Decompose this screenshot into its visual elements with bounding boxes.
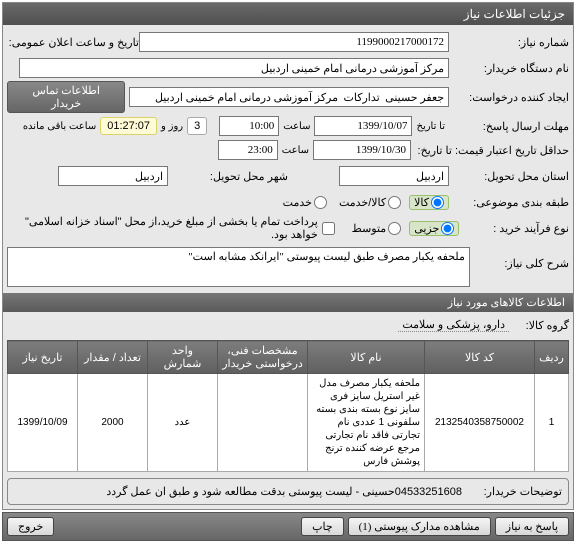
delivery-city-input[interactable] [58, 166, 168, 186]
attachments-button[interactable]: مشاهده مدارک پیوستی (1) [348, 517, 491, 536]
cell-code: 2132540358750002 [425, 374, 535, 472]
days-remain-badge: 3 [187, 117, 207, 135]
budget-service-radio[interactable]: خدمت [279, 196, 331, 209]
panel-title: جزئیات اطلاعات نیاز [3, 3, 573, 25]
announce-label: تاریخ و ساعت اعلان عمومی: [0, 36, 139, 49]
partial-pay-text: پرداخت تمام یا بخشی از مبلغ خرید،از محل … [7, 215, 318, 241]
footer-toolbar: پاسخ به نیاز مشاهده مدارک پیوستی (1) چاپ… [2, 512, 574, 541]
cell-name: ملحفه یکبار مصرف مدل غیر استریل سایز فری… [308, 374, 425, 472]
th-code: کد کالا [425, 341, 535, 374]
th-row: ردیف [535, 341, 569, 374]
budget-goods-radio[interactable]: کالا [409, 195, 449, 210]
creator-label: ایجاد کننده درخواست: [449, 91, 569, 104]
summary-label: شرح کلی نیاز: [470, 247, 569, 270]
details-panel: جزئیات اطلاعات نیاز شماره نیاز: تاریخ و … [2, 2, 574, 510]
budget-goods-service-input[interactable] [388, 196, 401, 209]
process-medium-input[interactable] [388, 222, 401, 235]
items-table: ردیف کد کالا نام کالا مشخصات فنی، درخواس… [7, 340, 569, 472]
price-date-input[interactable] [313, 140, 411, 160]
process-small-input[interactable] [441, 222, 454, 235]
budget-goods-service-radio[interactable]: کالا/خدمت [335, 196, 405, 209]
reply-date-input[interactable] [314, 116, 412, 136]
th-desc: مشخصات فنی، درخواستی خریدار [218, 341, 308, 374]
budget-goods-input[interactable] [431, 196, 444, 209]
buyer-org-label: نام دستگاه خریدار: [449, 62, 569, 75]
buyer-note-box: توضیحات خریدار: 04533251608حسینی - لیست … [7, 478, 569, 505]
cell-unit: عدد [148, 374, 218, 472]
budget-goods-text: کالا [414, 196, 429, 209]
process-radio-group: جزیی متوسط [348, 221, 460, 236]
price-valid-label: حداقل تاریخ اعتبار قیمت: تا تاریخ: [449, 144, 569, 157]
budget-label: طبقه بندی موضوعی: [449, 196, 569, 209]
process-medium-radio[interactable]: متوسط [348, 222, 406, 235]
budget-goods-service-text: کالا/خدمت [339, 196, 386, 209]
th-unit: واحد شمارش [148, 341, 218, 374]
process-label: نوع فرآیند خرید : [459, 222, 569, 235]
buyer-note-label: توضیحات خریدار: [462, 485, 562, 498]
budget-service-text: خدمت [283, 196, 312, 209]
cell-desc [218, 374, 308, 472]
print-button[interactable]: چاپ [301, 517, 344, 536]
th-name: نام کالا [308, 341, 425, 374]
th-qty: تعداد / مقدار [78, 341, 148, 374]
cell-qty: 2000 [78, 374, 148, 472]
exit-button[interactable]: خروج [7, 517, 54, 536]
budget-service-input[interactable] [314, 196, 327, 209]
delivery-state-input[interactable] [339, 166, 449, 186]
delivery-city-label: شهر محل تحویل: [168, 170, 288, 183]
th-date: تاریخ نیاز [8, 341, 78, 374]
creator-input[interactable] [129, 87, 449, 107]
process-small-text: جزیی [414, 222, 439, 235]
budget-radio-group: کالا کالا/خدمت خدمت [279, 195, 449, 210]
items-section-title: اطلاعات کالاهای مورد نیاز [3, 293, 573, 312]
cell-date: 1399/10/09 [8, 374, 78, 472]
contact-button[interactable]: اطلاعات تماس خریدار [7, 81, 125, 113]
group-value: دارو، پزشکی و سلامت [398, 318, 509, 332]
to-date-label: تا تاریخ [412, 121, 449, 132]
cell-row: 1 [535, 374, 569, 472]
price-time-input[interactable] [218, 140, 278, 160]
time-label-1: ساعت [279, 121, 314, 132]
reply-button[interactable]: پاسخ به نیاز [495, 517, 569, 536]
need-no-input[interactable] [139, 32, 449, 52]
time-remain-badge: 01:27:07 [100, 117, 157, 135]
group-label: گروه کالا: [509, 319, 569, 332]
partial-pay-checkbox[interactable] [322, 222, 335, 235]
delivery-state-label: استان محل تحویل: [449, 170, 569, 183]
reply-deadline-label: مهلت ارسال پاسخ: [449, 120, 569, 133]
partial-pay-line: پرداخت تمام یا بخشی از مبلغ خرید،از محل … [7, 215, 335, 241]
process-medium-text: متوسط [352, 222, 387, 235]
need-no-label: شماره نیاز: [449, 36, 569, 49]
day-and-label: روز و [157, 121, 187, 132]
buyer-note-text: 04533251608حسینی - لیست پیوستی بدقت مطال… [14, 485, 462, 498]
time-label-2: ساعت [278, 145, 313, 156]
buyer-org-input[interactable] [19, 58, 449, 78]
table-row[interactable]: 1 2132540358750002 ملحفه یکبار مصرف مدل … [8, 374, 569, 472]
panel-body: شماره نیاز: تاریخ و ساعت اعلان عمومی: نا… [3, 25, 573, 509]
reply-time-input[interactable] [219, 116, 279, 136]
hours-remain-label: ساعت باقی مانده [19, 121, 100, 132]
process-small-radio[interactable]: جزیی [409, 221, 459, 236]
summary-textarea[interactable] [7, 247, 470, 287]
